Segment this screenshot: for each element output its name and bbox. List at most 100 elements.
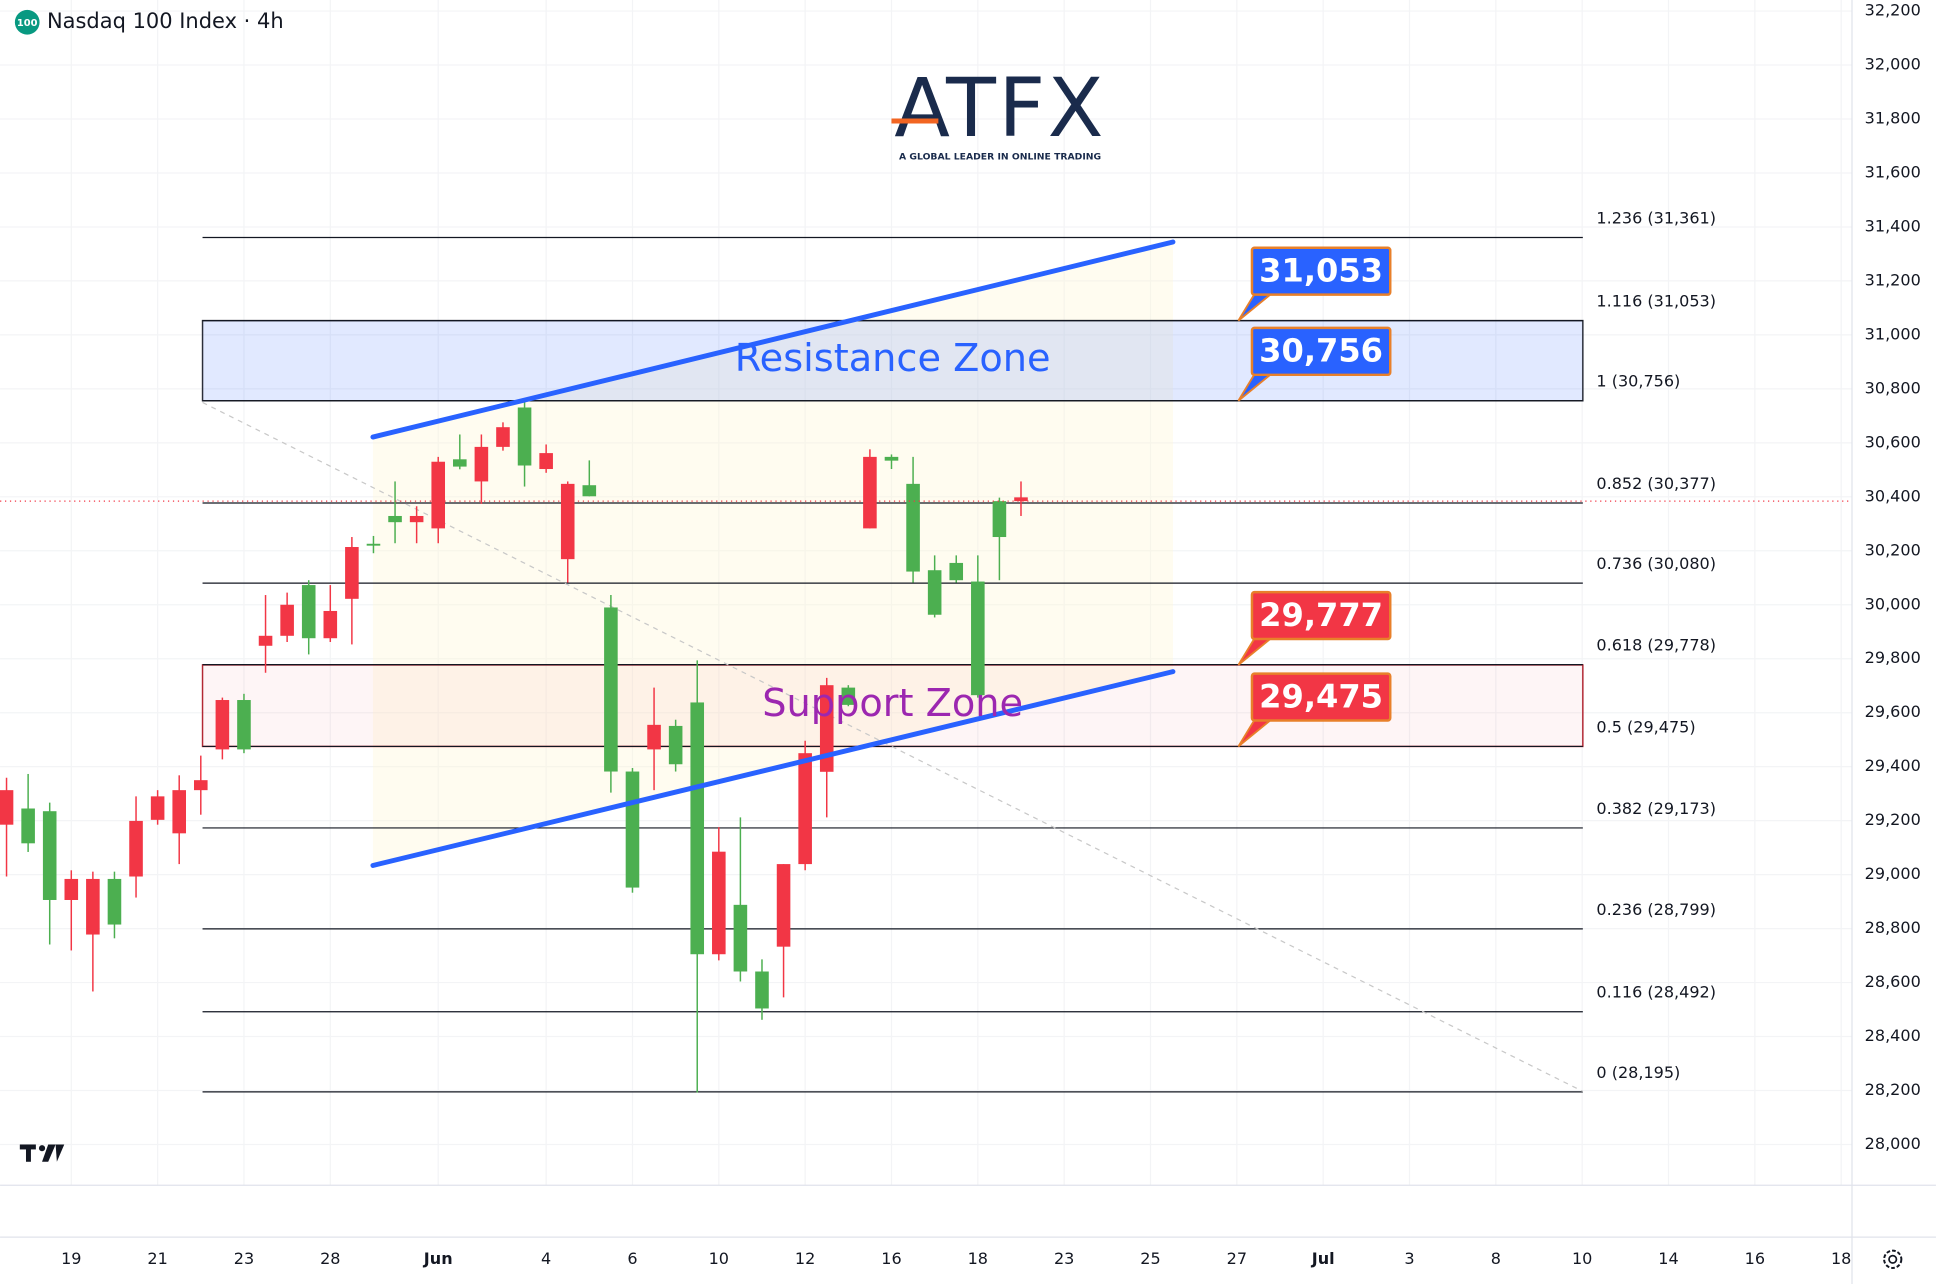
candle-body [194,780,208,791]
callout-box [1250,246,1392,296]
candle-body [388,515,402,523]
y-tick-label: 29,200 [1865,810,1921,829]
x-tick-label: 18 [1831,1249,1851,1268]
symbol-icon-label: 100 [17,18,38,29]
fib-label: 1.116 (31,053) [1596,292,1716,311]
x-tick-label: 27 [1227,1249,1247,1268]
candle-body [733,904,748,972]
candle-body [366,543,381,546]
x-tick-label: 23 [1054,1249,1074,1268]
y-tick-label: 28,800 [1865,918,1921,937]
x-tick-label: 10 [1572,1249,1592,1268]
candle-layer [0,401,1852,1093]
y-tick-label: 32,200 [1865,1,1921,20]
y-tick-label: 28,200 [1865,1080,1921,1099]
fib-label: 0.852 (30,377) [1596,474,1716,493]
fib-layer: 1.236 (31,361) 1.116 (31,053) 1 (30,756) 0.… [202,208,1716,1093]
candle-body [431,461,446,529]
candle-body [0,790,14,825]
candle-body [42,811,57,900]
x-tick-label: 8 [1491,1249,1501,1268]
upper-trendline [370,239,1176,440]
y-tick-label: 29,000 [1865,864,1921,883]
fib-label: 0.736 (30,080) [1596,554,1716,573]
candle-body [1014,497,1028,502]
y-tick-label: 29,400 [1865,756,1921,775]
y-tick-label: 32,000 [1865,55,1921,74]
candle-body [668,725,683,765]
zone-label: Support Zone [762,681,1023,726]
candle-body [755,971,769,1009]
candle-body [582,485,597,497]
y-tick-label: 31,400 [1865,216,1921,235]
x-tick-label: 19 [61,1249,81,1268]
candle-body [258,635,273,646]
candle-body [863,456,877,529]
candle-body [237,700,251,750]
y-tick-label: 30,400 [1865,486,1921,505]
tradingview-logo [19,1144,65,1162]
candle-body [625,771,640,888]
candle-body [647,724,661,750]
candle-body [798,753,812,865]
x-tick-label: 18 [968,1249,988,1268]
x-tick-label: 3 [1404,1249,1414,1268]
candle-body [474,446,489,482]
y-tick-label: 29,800 [1865,648,1921,667]
x-tick-label: 23 [234,1249,254,1268]
y-tick-label: 28,400 [1865,1026,1921,1045]
y-tick-label: 31,600 [1865,162,1921,181]
x-tick-label: 14 [1658,1249,1678,1268]
candle-body [906,483,920,572]
fib-label: 1.236 (31,361) [1596,208,1716,227]
candle-body [690,702,705,955]
candle-body [107,878,122,925]
candle-body [712,851,726,955]
candle-body [560,483,575,560]
callout-box [1250,590,1392,641]
candle-body [992,501,1007,538]
candle-body [86,878,100,935]
settings-button[interactable] [1883,1249,1903,1269]
candle-body [172,790,187,834]
fib-label: 0.5 (29,475) [1596,717,1695,736]
callout-label: 30,756 [1259,332,1383,370]
callout-layer: 31,053 30,756 29,777 29,475 [1237,246,1392,748]
lower-trendline [370,669,1176,868]
candle-body [819,685,834,772]
y-tick-label: 30,800 [1865,378,1921,397]
callout-label: 31,053 [1259,251,1383,289]
candle-body [409,515,424,523]
candle-body [884,456,899,461]
x-tick-label: 16 [881,1249,901,1268]
y-tick-label: 30,600 [1865,432,1921,451]
y-tick-label: 28,000 [1865,1134,1921,1153]
label-layer: Resistance Zone Support Zone [735,336,1051,726]
candle-body [280,604,294,636]
callout-label: 29,777 [1259,596,1383,634]
y-tick-label: 31,000 [1865,324,1921,343]
candle-body [129,820,143,877]
fib-label: 0.618 (29,778) [1596,636,1716,655]
y-tick-label: 28,600 [1865,972,1921,991]
candle-body [496,427,510,447]
candle-body [345,547,359,599]
fib-label: 0.382 (29,173) [1596,799,1716,818]
x-tick-label: Jul [1311,1249,1335,1268]
fib-label: 0 (28,195) [1596,1063,1680,1082]
candle-body [215,700,230,750]
candle-body [971,581,985,696]
chart-title[interactable]: Nasdaq 100 Index · 4h [47,9,284,33]
y-tick-label: 31,800 [1865,109,1921,128]
grid-layer [0,0,1852,1186]
callout-box [1250,672,1392,722]
candle-body [841,687,856,705]
x-tick-label: 12 [795,1249,815,1268]
candle-body [64,878,79,900]
x-tick-label: 21 [147,1249,167,1268]
candle-body [150,796,165,820]
fib-label: 0.116 (28,492) [1596,983,1716,1002]
x-tick-label: 16 [1745,1249,1765,1268]
